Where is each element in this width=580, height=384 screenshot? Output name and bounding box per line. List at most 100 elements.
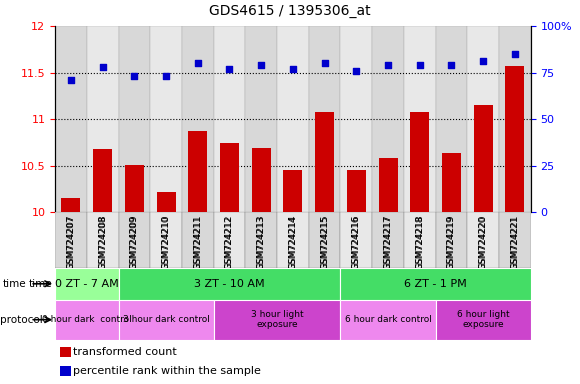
Bar [55,300,118,340]
Point [320,60,329,66]
Text: 0 ZT - 7 AM: 0 ZT - 7 AM [55,279,119,289]
Bar [157,192,176,212]
Text: GSM724209: GSM724209 [130,214,139,269]
Bar [157,192,176,212]
Bar [118,212,150,268]
Bar [379,158,397,212]
Bar [474,105,492,212]
Bar [93,149,112,212]
Text: transformed count: transformed count [73,347,177,357]
Text: GSM724210: GSM724210 [162,215,171,270]
Text: GSM724217: GSM724217 [383,214,393,269]
Bar [436,212,467,268]
Point [447,62,456,68]
Text: 3 hour dark control: 3 hour dark control [122,315,209,324]
Text: percentile rank within the sample: percentile rank within the sample [73,366,261,376]
Bar [87,212,118,268]
Point [288,66,298,72]
Bar [499,26,531,212]
Text: GSM724212: GSM724212 [225,215,234,270]
Text: protocol: protocol [0,314,43,325]
Text: GSM724214: GSM724214 [288,215,298,270]
Bar [55,26,87,212]
Bar [150,212,182,268]
Text: GSM724219: GSM724219 [447,215,456,270]
Bar [118,268,340,300]
Text: GSM724215: GSM724215 [320,214,329,269]
Point [415,62,425,68]
Bar [284,170,302,212]
Text: 6 hour dark control: 6 hour dark control [345,315,432,324]
Point [161,73,171,79]
Text: 3 hour light
exposure: 3 hour light exposure [251,310,303,329]
Bar [474,105,492,212]
Bar [436,26,467,212]
Bar [467,26,499,212]
Bar [252,148,271,212]
Bar [315,112,334,212]
Text: 6 hour light
exposure: 6 hour light exposure [457,310,509,329]
Bar [125,165,144,212]
Bar [182,26,213,212]
Bar [245,26,277,212]
Bar [213,300,340,340]
Text: time: time [28,279,52,289]
Text: GSM724218: GSM724218 [415,215,424,270]
Text: GSM724207: GSM724207 [67,215,75,270]
Text: GSM724213: GSM724213 [257,214,266,269]
Bar [340,268,531,300]
Bar [372,212,404,268]
Bar [410,112,429,212]
Bar [55,212,87,268]
Point [351,68,361,74]
Bar [340,212,372,268]
Bar [467,212,499,268]
Text: GSM724216: GSM724216 [352,214,361,269]
Text: GSM724211: GSM724211 [193,214,202,269]
Bar [220,142,239,212]
Bar [61,199,81,212]
Bar [309,26,340,212]
Text: GDS4615 / 1395306_at: GDS4615 / 1395306_at [209,4,371,18]
Bar [284,170,302,212]
Text: GSM724207: GSM724207 [67,214,75,269]
Text: GSM724220: GSM724220 [478,215,488,270]
Bar [213,212,245,268]
Bar [410,112,429,212]
Bar [118,300,213,340]
Bar [220,142,239,212]
Bar [309,212,340,268]
Bar [60,366,71,376]
Bar [442,153,461,212]
Bar [277,26,309,212]
Bar [60,347,71,357]
Bar [150,26,182,212]
Text: GSM724217: GSM724217 [383,215,393,270]
Bar [436,300,531,340]
Bar [125,165,144,212]
Bar [213,26,245,212]
Text: GSM724213: GSM724213 [257,215,266,270]
Bar [55,268,118,300]
Bar [118,26,150,212]
Bar [188,131,207,212]
Bar [347,169,366,212]
Bar [182,212,213,268]
Bar [340,26,372,212]
Text: GSM724208: GSM724208 [98,214,107,269]
Text: GSM724219: GSM724219 [447,214,456,269]
Bar [340,300,436,340]
Bar [372,26,404,212]
Text: 6 ZT - 1 PM: 6 ZT - 1 PM [404,279,467,289]
Text: GSM724221: GSM724221 [510,215,519,270]
Bar [404,26,436,212]
Text: GSM724211: GSM724211 [193,215,202,270]
Text: GSM724208: GSM724208 [98,215,107,270]
Point [510,51,520,57]
Bar [442,153,461,212]
Bar [505,66,524,212]
Text: time: time [3,279,26,289]
Bar [87,26,118,212]
Text: GSM724221: GSM724221 [510,214,519,268]
Bar [245,212,277,268]
